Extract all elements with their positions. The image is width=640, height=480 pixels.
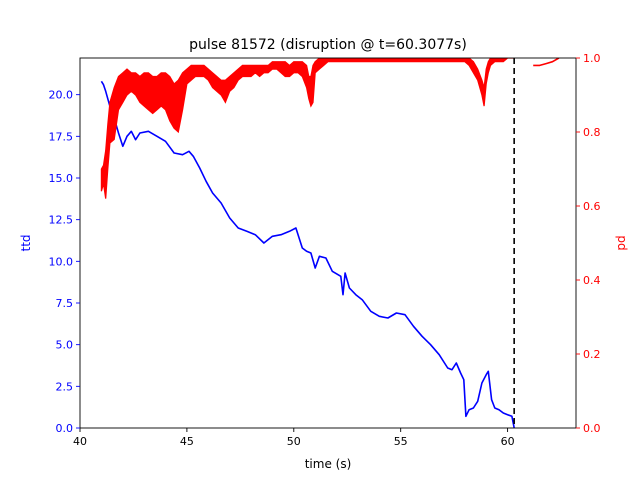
pd-series-line-2 bbox=[533, 58, 560, 67]
chart-title: pulse 81572 (disruption @ t=60.3077s) bbox=[189, 37, 467, 53]
x-tick-label: 60 bbox=[501, 435, 515, 448]
y-left-tick-label: 15.0 bbox=[49, 172, 74, 185]
y-left-tick-label: 17.5 bbox=[49, 130, 74, 143]
y-left-tick-label: 7.5 bbox=[56, 297, 74, 310]
y-axis-right-label: pd bbox=[614, 235, 628, 250]
x-tick-label: 45 bbox=[180, 435, 194, 448]
x-tick-label: 40 bbox=[73, 435, 87, 448]
y-left-tick-label: 0.0 bbox=[56, 422, 74, 435]
x-axis-label: time (s) bbox=[305, 457, 352, 471]
y-left-tick-label: 20.0 bbox=[49, 89, 74, 102]
y-left-tick-label: 12.5 bbox=[49, 214, 74, 227]
y-axis-left: 0.0 2.5 5.0 7.5 10.0 12.5 15.0 17.5 20.0 bbox=[49, 89, 80, 435]
y-left-tick-label: 10.0 bbox=[49, 255, 74, 268]
y-right-tick-label: 0.8 bbox=[583, 126, 601, 139]
y-right-tick-label: 0.4 bbox=[583, 274, 601, 287]
x-tick-label: 55 bbox=[394, 435, 408, 448]
y-right-tick-label: 0.0 bbox=[583, 422, 601, 435]
x-tick-label: 50 bbox=[287, 435, 301, 448]
y-left-tick-label: 5.0 bbox=[56, 339, 74, 352]
ttd-series-line bbox=[100, 80, 515, 428]
y-right-tick-label: 1.0 bbox=[583, 52, 601, 65]
y-axis-right: 0.0 0.2 0.4 0.6 0.8 1.0 bbox=[576, 52, 601, 435]
pd-band-series bbox=[100, 58, 515, 199]
y-right-tick-label: 0.6 bbox=[583, 200, 601, 213]
x-axis: 40 45 50 55 60 bbox=[73, 428, 515, 448]
y-left-tick-label: 2.5 bbox=[56, 380, 74, 393]
y-right-tick-label: 0.2 bbox=[583, 348, 601, 361]
plot-frame bbox=[79, 57, 577, 429]
plot-area bbox=[100, 58, 560, 428]
y-axis-left-label: ttd bbox=[19, 234, 33, 251]
